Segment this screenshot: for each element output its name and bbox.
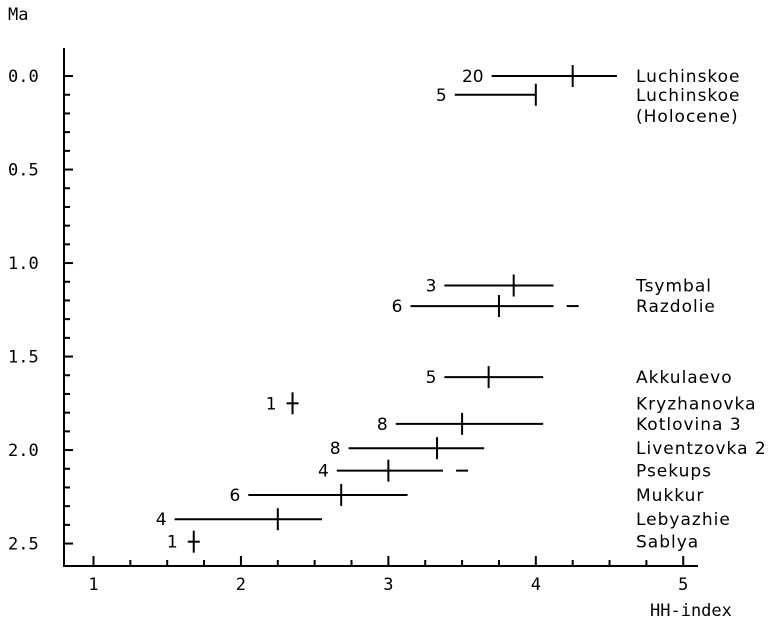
sample-count-label: 6 (392, 297, 403, 317)
x-axis-title: HH-index (650, 601, 732, 621)
site-label: Lebyazhie (636, 510, 731, 530)
sample-count-label: 5 (436, 86, 447, 106)
site-label: Kryzhanovka (636, 394, 757, 414)
sample-count-label: 8 (377, 415, 388, 435)
y-tick-label: 1.5 (8, 348, 39, 368)
data-point: 1 Kryzhanovka (266, 392, 757, 415)
sample-count-label: 3 (426, 276, 437, 296)
site-label: Razdolie (636, 297, 716, 317)
data-point: 6 Mukkur (229, 483, 704, 506)
data-point: 8 Kotlovina 3 (377, 412, 742, 435)
y-tick-label: 0.0 (8, 67, 39, 87)
x-tick-label: 2 (236, 575, 246, 595)
data-point: 3 Tsymbal (426, 274, 712, 297)
x-tick-label: 4 (531, 575, 541, 595)
y-tick-label: 0.5 (8, 161, 39, 181)
site-label: Luchinskoe (636, 86, 741, 106)
sample-count-label: 8 (330, 439, 341, 459)
site-label: Psekups (636, 462, 712, 482)
sample-count-label: 20 (462, 67, 484, 87)
x-ticks: 1 2 3 4 5 (88, 556, 688, 595)
site-label-line2: (Holocene) (636, 107, 739, 127)
y-ticks: 0.0 0.5 1.0 1.5 2.0 2.5 (8, 67, 73, 555)
site-label: Liventzovka 2 (636, 439, 767, 459)
sample-count-label: 6 (229, 486, 240, 506)
site-label: Akkulaevo (636, 368, 733, 388)
x-tick-label: 5 (678, 575, 688, 595)
y-tick-label: 1.0 (8, 254, 39, 274)
sample-count-label: 5 (426, 368, 437, 388)
data-point: 4 Lebyazhie (156, 508, 731, 531)
data-point: 5 Akkulaevo (426, 366, 733, 389)
y-tick-label: 2.0 (8, 441, 39, 461)
sample-count-label: 4 (156, 510, 167, 530)
sample-count-label: 4 (318, 462, 329, 482)
x-tick-label: 1 (88, 575, 98, 595)
data-point: 5 Luchinskoe(Holocene) (436, 83, 741, 127)
y-tick-label: 2.5 (8, 535, 39, 555)
site-label: Sablya (636, 533, 699, 553)
data-point: 8 Liventzovka 2 (330, 437, 767, 460)
site-label: Mukkur (636, 486, 704, 506)
site-label: Kotlovina 3 (636, 415, 742, 435)
data-point: 6 Razdolie (392, 295, 716, 318)
x-tick-label: 3 (383, 575, 393, 595)
sample-count-label: 1 (266, 394, 277, 414)
data-point: 4 Psekups (318, 459, 712, 482)
sample-count-label: 1 (167, 533, 178, 553)
data-point: 1 Sablya (167, 530, 699, 553)
site-label: Luchinskoe (636, 67, 741, 87)
data-point: 20 Luchinskoe (462, 65, 741, 88)
site-label: Tsymbal (635, 276, 712, 296)
y-axis-title: Ma (8, 5, 28, 25)
